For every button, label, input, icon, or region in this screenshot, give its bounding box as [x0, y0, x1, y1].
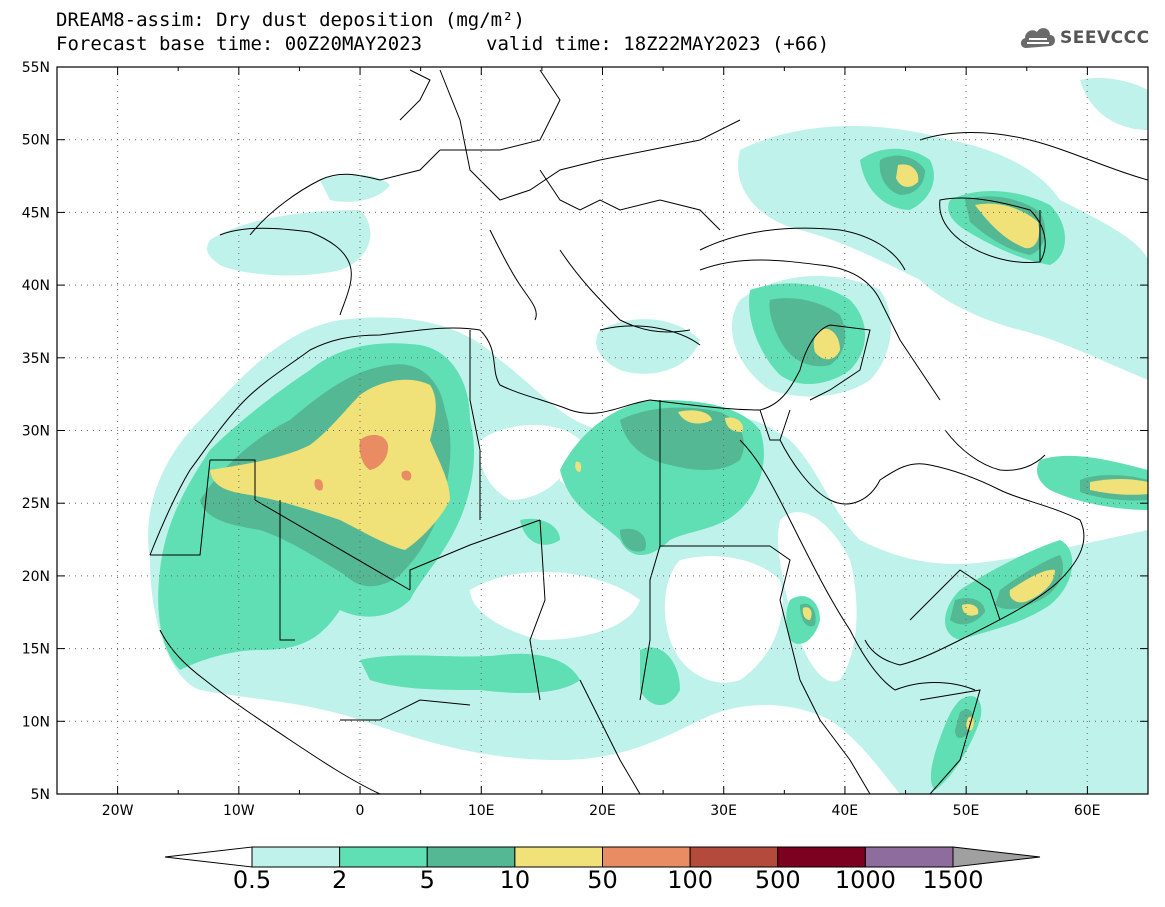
seevccc-logo: SEEVCCC	[1018, 22, 1156, 58]
legend-label: 10	[499, 866, 531, 894]
legend-labels: 0.5 2 5 10 50 100 500 1000 1500	[0, 866, 1165, 896]
lon-label: 50E	[953, 803, 980, 819]
lat-label: 30N	[22, 424, 50, 440]
lat-label: 10N	[22, 714, 50, 730]
colorbar-swatch	[864, 846, 954, 868]
latitude-labels: 5N 10N 15N 20N 25N 30N 35N 40N 45N 50N 5…	[22, 60, 50, 803]
legend-colorbar	[164, 846, 1041, 868]
legend-label: 5	[419, 866, 435, 894]
base-time: Forecast base time: 00Z20MAY2023	[56, 33, 423, 55]
lat-label: 50N	[22, 133, 50, 149]
legend-label: 50	[587, 866, 618, 894]
colorbar-swatch	[514, 846, 603, 868]
colorbar-swatch	[689, 846, 779, 868]
colorbar-swatch	[339, 846, 428, 868]
legend-label: 1500	[922, 866, 984, 894]
legend-label: 1000	[834, 866, 896, 894]
lon-label: 20E	[589, 803, 616, 819]
lon-label: 10W	[223, 803, 255, 819]
lat-label: 15N	[22, 642, 50, 658]
legend-label: 100	[667, 866, 714, 894]
map-title: DREAM8-assim: Dry dust deposition (mg/m²…	[56, 9, 525, 31]
lon-label: 0	[356, 803, 365, 819]
field-level-50	[314, 434, 412, 491]
cloud-icon	[1020, 28, 1056, 48]
colorbar-swatch	[602, 846, 691, 868]
country-borders	[149, 69, 1148, 794]
colorbar-swatch	[777, 846, 866, 868]
lon-label: 20W	[102, 803, 134, 819]
colorbar-under-arrow	[164, 846, 253, 868]
longitude-labels: 20W 10W 0 10E 20E 30E 40E 50E 60E	[102, 803, 1101, 819]
lat-label: 45N	[22, 205, 50, 221]
axis-ticks	[56, 66, 1149, 795]
colorbar-swatch	[426, 846, 516, 868]
valid-time: valid time: 18Z22MAY2023 (+66)	[486, 33, 830, 55]
legend-label: 2	[331, 866, 348, 894]
forecast-times: Forecast base time: 00Z20MAY2023 valid ti…	[56, 33, 829, 55]
lat-label: 40N	[22, 278, 50, 294]
field-level-10	[210, 164, 1148, 731]
lon-label: 40E	[831, 803, 858, 819]
legend-label: 0.5	[232, 866, 272, 894]
lon-label: 30E	[710, 803, 737, 819]
lat-label: 55N	[22, 60, 50, 76]
colorbar-swatch	[251, 846, 341, 868]
lat-label: 35N	[22, 351, 50, 367]
colorbar-over-arrow	[952, 846, 1041, 868]
lat-label: 25N	[22, 496, 50, 512]
dust-field	[148, 78, 1148, 794]
lon-label: 10E	[468, 803, 495, 819]
lon-label: 60E	[1074, 803, 1101, 819]
logo-text: SEEVCCC	[1060, 28, 1150, 48]
lat-label: 5N	[31, 787, 50, 803]
legend-label: 500	[754, 866, 801, 894]
lat-label: 20N	[22, 569, 50, 585]
